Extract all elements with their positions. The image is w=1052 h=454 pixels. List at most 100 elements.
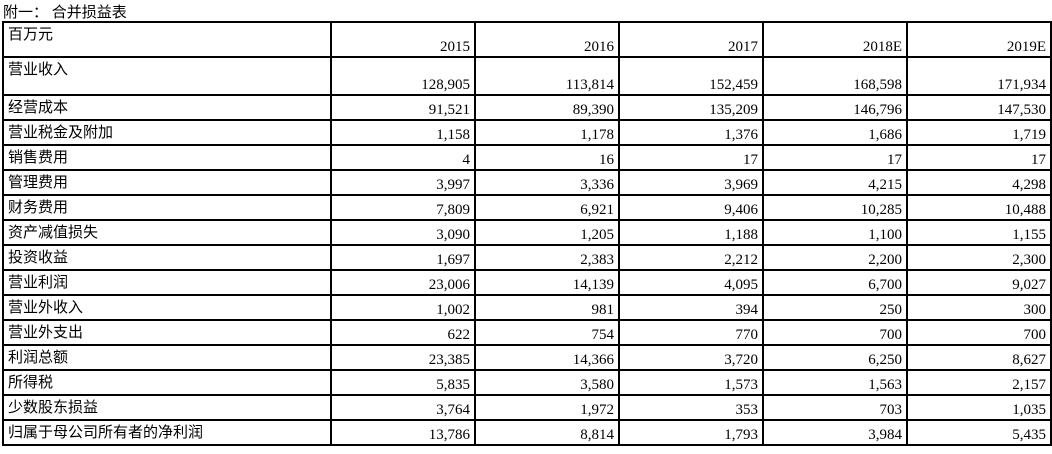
table-row: 利润总额 23,385 14,366 3,720 6,250 8,627 [2,344,1052,371]
row-label: 资产减值损失 [2,219,332,246]
cell-value: 1,376 [618,119,764,146]
cell-value: 146,796 [762,94,908,121]
cell-value: 8,627 [906,344,1052,371]
cell-value: 6,250 [762,344,908,371]
cell-value: 113,814 [474,56,620,96]
row-label: 营业外支出 [2,319,332,346]
cell-value: 2,212 [618,244,764,271]
cell-value: 7,809 [330,194,476,221]
cell-value: 8,814 [474,419,620,446]
cell-value: 353 [618,394,764,421]
table-row: 财务费用 7,809 6,921 9,406 10,285 10,488 [2,194,1052,221]
cell-value: 17 [906,144,1052,171]
cell-value: 4,215 [762,169,908,196]
cell-value: 10,285 [762,194,908,221]
cell-value: 770 [618,319,764,346]
row-label: 投资收益 [2,244,332,271]
cell-value: 14,139 [474,269,620,296]
cell-value: 1,100 [762,219,908,246]
cell-value: 1,972 [474,394,620,421]
row-label: 营业税金及附加 [2,119,332,146]
cell-value: 6,700 [762,269,908,296]
column-header-2017: 2017 [618,21,764,58]
table-row: 少数股东损益 3,764 1,972 353 703 1,035 [2,394,1052,421]
cell-value: 3,580 [474,369,620,396]
cell-value: 250 [762,294,908,321]
table-row: 归属于母公司所有者的净利润 13,786 8,814 1,793 3,984 5… [2,419,1052,446]
cell-value: 1,563 [762,369,908,396]
column-header-2018e: 2018E [762,21,908,58]
cell-value: 5,835 [330,369,476,396]
cell-value: 9,027 [906,269,1052,296]
cell-value: 3,969 [618,169,764,196]
cell-value: 1,686 [762,119,908,146]
cell-value: 23,006 [330,269,476,296]
cell-value: 1,697 [330,244,476,271]
cell-value: 168,598 [762,56,908,96]
cell-value: 1,573 [618,369,764,396]
cell-value: 9,406 [618,194,764,221]
table-row: 营业外收入 1,002 981 394 250 300 [2,294,1052,321]
cell-value: 981 [474,294,620,321]
column-header-2015: 2015 [330,21,476,58]
cell-value: 147,530 [906,94,1052,121]
header-row: 百万元 2015 2016 2017 2018E 2019E [2,21,1052,58]
cell-value: 1,035 [906,394,1052,421]
cell-value: 2,200 [762,244,908,271]
table-row: 营业税金及附加 1,158 1,178 1,376 1,686 1,719 [2,119,1052,146]
row-label: 归属于母公司所有者的净利润 [2,419,332,446]
cell-value: 394 [618,294,764,321]
cell-value: 10,488 [906,194,1052,221]
cell-value: 128,905 [330,56,476,96]
cell-value: 23,385 [330,344,476,371]
cell-value: 135,209 [618,94,764,121]
table-row: 投资收益 1,697 2,383 2,212 2,200 2,300 [2,244,1052,271]
page-title: 附一： 合并损益表 [3,5,127,21]
table-row: 管理费用 3,997 3,336 3,969 4,215 4,298 [2,169,1052,196]
row-label: 财务费用 [2,194,332,221]
cell-value: 14,366 [474,344,620,371]
row-label: 所得税 [2,369,332,396]
cell-value: 703 [762,394,908,421]
row-label: 管理费用 [2,169,332,196]
row-label: 销售费用 [2,144,332,171]
row-label: 营业外收入 [2,294,332,321]
table-row: 营业利润 23,006 14,139 4,095 6,700 9,027 [2,269,1052,296]
table-row: 资产减值损失 3,090 1,205 1,188 1,100 1,155 [2,219,1052,246]
row-label: 营业利润 [2,269,332,296]
cell-value: 152,459 [618,56,764,96]
cell-value: 4,298 [906,169,1052,196]
cell-value: 17 [618,144,764,171]
cell-value: 1,793 [618,419,764,446]
column-header-2016: 2016 [474,21,620,58]
column-header-2019e: 2019E [906,21,1052,58]
cell-value: 3,764 [330,394,476,421]
cell-value: 3,984 [762,419,908,446]
cell-value: 3,720 [618,344,764,371]
unit-label: 百万元 [2,21,332,58]
cell-value: 2,157 [906,369,1052,396]
cell-value: 5,435 [906,419,1052,446]
cell-value: 3,997 [330,169,476,196]
table-row: 经营成本 91,521 89,390 135,209 146,796 147,5… [2,94,1052,121]
cell-value: 622 [330,319,476,346]
cell-value: 3,090 [330,219,476,246]
row-label: 经营成本 [2,94,332,121]
cell-value: 700 [906,319,1052,346]
cell-value: 1,158 [330,119,476,146]
table-row: 销售费用 4 16 17 17 17 [2,144,1052,171]
cell-value: 1,002 [330,294,476,321]
cell-value: 300 [906,294,1052,321]
cell-value: 1,205 [474,219,620,246]
cell-value: 4 [330,144,476,171]
cell-value: 2,300 [906,244,1052,271]
cell-value: 754 [474,319,620,346]
cell-value: 13,786 [330,419,476,446]
cell-value: 91,521 [330,94,476,121]
income-statement-table: 百万元 2015 2016 2017 2018E 2019E 营业收入 128,… [2,21,1052,446]
cell-value: 1,188 [618,219,764,246]
row-label: 少数股东损益 [2,394,332,421]
cell-value: 1,178 [474,119,620,146]
cell-value: 6,921 [474,194,620,221]
cell-value: 3,336 [474,169,620,196]
